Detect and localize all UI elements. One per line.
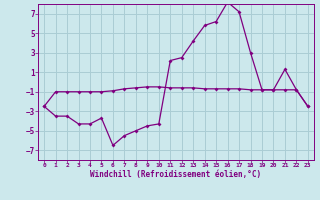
X-axis label: Windchill (Refroidissement éolien,°C): Windchill (Refroidissement éolien,°C) [91, 170, 261, 179]
